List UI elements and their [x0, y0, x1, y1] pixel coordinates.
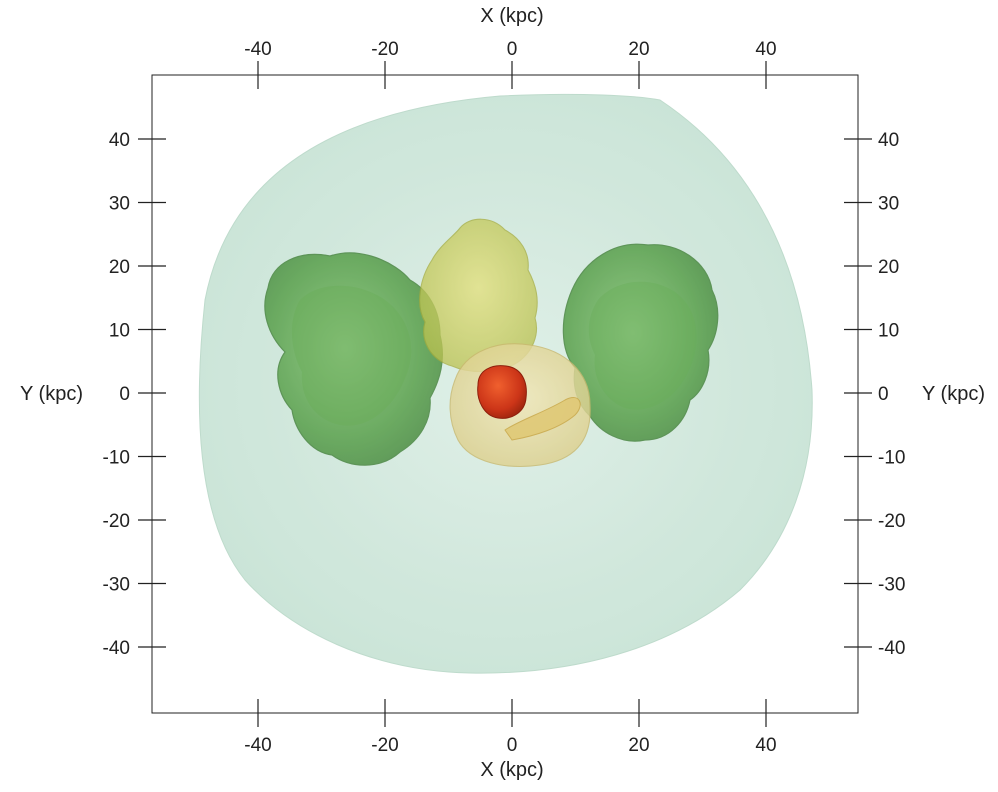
- y-tick-label-left: -10: [103, 448, 130, 469]
- upper-yellow-plume: [419, 218, 538, 373]
- y-axis-title-right: Y (kpc): [922, 383, 985, 405]
- y-tick-label-left: -30: [103, 575, 130, 596]
- left-green-lobe-inner: [291, 285, 412, 426]
- y-tick-label-right: -40: [878, 638, 905, 659]
- y-tick-label-right: 20: [878, 257, 899, 278]
- y-tick-label-right: -10: [878, 448, 905, 469]
- x-tick-label-bottom: 20: [628, 735, 649, 756]
- y-axis-right: 40 30 20 10 0 -10 -20 -30 -40: [844, 130, 905, 659]
- x-axis-title-bottom: X (kpc): [480, 759, 543, 781]
- x-tick-label-bottom: -20: [371, 735, 398, 756]
- x-tick-label-top: -40: [244, 39, 271, 60]
- plot-frame: [151, 74, 859, 714]
- y-axis-title-left: Y (kpc): [20, 383, 83, 405]
- red-core: [477, 365, 527, 419]
- central-yellow-filament: [504, 397, 581, 441]
- y-tick-label-right: 10: [878, 321, 899, 342]
- y-tick-label-left: 10: [109, 321, 130, 342]
- y-tick-label-right: 0: [878, 384, 889, 405]
- x-tick-label-bottom: 40: [755, 735, 776, 756]
- y-tick-label-right: -30: [878, 575, 905, 596]
- x-tick-label-bottom: 0: [507, 735, 518, 756]
- x-tick-label-bottom: -40: [244, 735, 271, 756]
- x-tick-label-top: -20: [371, 39, 398, 60]
- x-axis-title-top: X (kpc): [480, 5, 543, 27]
- x-tick-label-top: 20: [628, 39, 649, 60]
- y-tick-label-left: -40: [103, 638, 130, 659]
- volume-render: [198, 93, 813, 674]
- y-tick-label-left: 20: [109, 257, 130, 278]
- x-axis-top: -40 -20 0 20 40: [244, 39, 777, 89]
- right-green-lobe-inner: [588, 281, 697, 410]
- y-tick-label-left: 0: [119, 384, 130, 405]
- y-tick-label-left: -20: [103, 511, 130, 532]
- y-tick-label-left: 40: [109, 130, 130, 151]
- y-tick-label-right: -20: [878, 511, 905, 532]
- y-tick-label-right: 40: [878, 130, 899, 151]
- y-tick-label-left: 30: [109, 194, 130, 215]
- x-axis-bottom: -40 -20 0 20 40: [244, 699, 777, 756]
- y-tick-label-right: 30: [878, 194, 899, 215]
- y-axis-left: 40 30 20 10 0 -10 -20 -30 -40: [103, 130, 166, 659]
- left-green-lobe: [264, 252, 443, 466]
- x-tick-label-top: 40: [755, 39, 776, 60]
- x-tick-label-top: 0: [507, 39, 518, 60]
